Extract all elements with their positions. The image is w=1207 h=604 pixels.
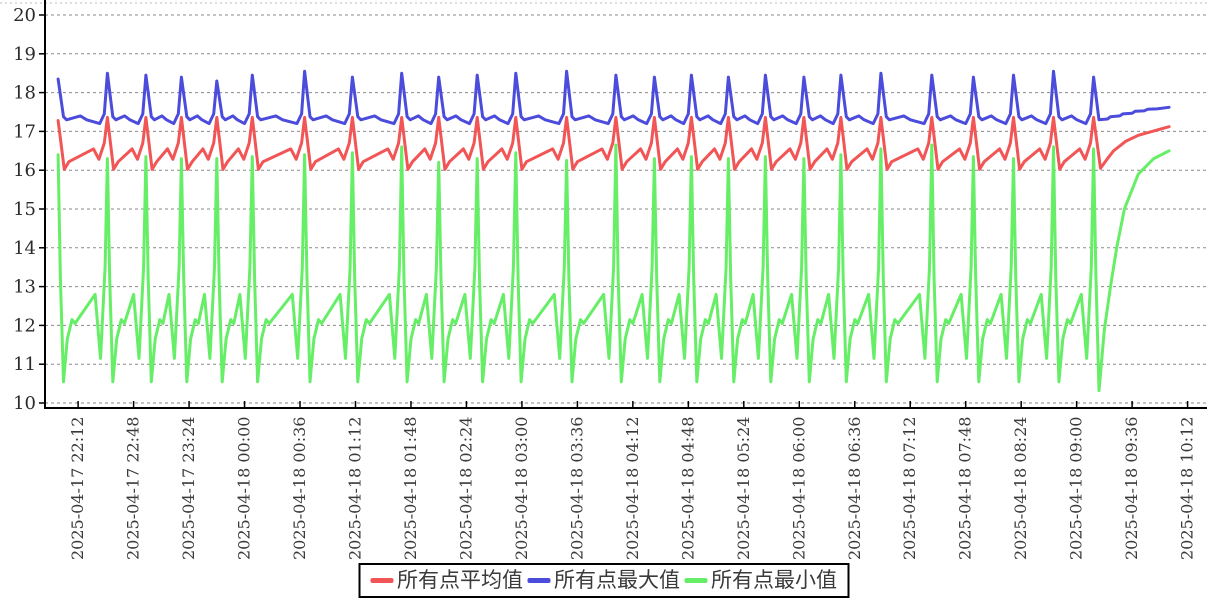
- x-tick-label: 2025-04-18 02:24: [456, 417, 475, 560]
- x-tick-labels: 2025-04-17 22:12 2025-04-17 22:48 2025-04-…: [68, 401, 1197, 560]
- y-tick-label: 17: [13, 121, 36, 142]
- minimum-line-swatch-icon: [684, 578, 707, 583]
- x-tick-label: 2025-04-17 23:24: [179, 417, 198, 560]
- minimum-line: [56, 143, 1171, 393]
- legend-label-maximum: 所有点最大值: [554, 568, 680, 592]
- y-tick-label: 18: [13, 83, 36, 104]
- x-tick-label: 2025-04-18 00:00: [235, 417, 254, 560]
- y-tick-label: 14: [13, 238, 36, 259]
- x-tick-label: 2025-04-18 04:48: [678, 417, 697, 560]
- x-tick-label: 2025-04-18 09:00: [1067, 417, 1086, 560]
- y-tick-label: 11: [13, 354, 36, 375]
- x-tick-label: 2025-04-18 03:36: [567, 417, 586, 560]
- maximum-line: [56, 69, 1171, 126]
- y-tick-label: 20: [13, 5, 36, 26]
- legend-item-maximum: 所有点最大值: [527, 567, 680, 594]
- maximum-line-swatch-icon: [527, 578, 550, 583]
- y-tick-label: 10: [13, 393, 36, 414]
- x-tick-label: 2025-04-18 08:24: [1011, 417, 1030, 560]
- x-tick-label: 2025-04-18 09:36: [1122, 417, 1141, 560]
- y-tick-label: 12: [13, 315, 36, 336]
- x-tick-label: 2025-04-18 06:00: [789, 417, 808, 560]
- y-tick-label: 13: [13, 277, 36, 298]
- legend-label-minimum: 所有点最小值: [711, 568, 837, 592]
- y-tick-label: 15: [13, 199, 36, 220]
- x-tick-label: 2025-04-17 22:12: [68, 417, 87, 560]
- average-line: [56, 115, 1171, 171]
- x-tick-label: 2025-04-18 07:12: [900, 417, 919, 560]
- y-tick-labels: 10 11 12 13 14 15 16 17 18 19 20: [13, 5, 36, 414]
- x-tick-label: 2025-04-18 06:36: [845, 417, 864, 560]
- average-line-swatch-icon: [370, 578, 393, 583]
- x-tick-label: 2025-04-18 01:12: [345, 417, 364, 560]
- x-tick-label: 2025-04-18 10:12: [1178, 417, 1197, 560]
- x-tick-label: 2025-04-18 04:12: [623, 417, 642, 560]
- legend-item-minimum: 所有点最小值: [684, 567, 837, 594]
- x-tick-label: 2025-04-17 22:48: [124, 417, 143, 560]
- x-tick-label: 2025-04-18 00:36: [290, 417, 309, 560]
- x-tick-label: 2025-04-18 07:48: [956, 417, 975, 560]
- y-grid: [39, 14, 1207, 404]
- x-tick-label: 2025-04-18 01:48: [401, 417, 420, 560]
- series-lines: [56, 69, 1171, 393]
- x-tick-label: 2025-04-18 03:00: [512, 417, 531, 560]
- y-tick-label: 19: [13, 44, 36, 65]
- x-tick-label: 2025-04-18 05:24: [734, 417, 753, 560]
- legend-item-average: 所有点平均值: [370, 567, 523, 594]
- legend-label-average: 所有点平均值: [397, 568, 523, 592]
- y-tick-label: 16: [13, 160, 36, 181]
- legend: 所有点平均值 所有点最大值 所有点最小值: [358, 563, 849, 598]
